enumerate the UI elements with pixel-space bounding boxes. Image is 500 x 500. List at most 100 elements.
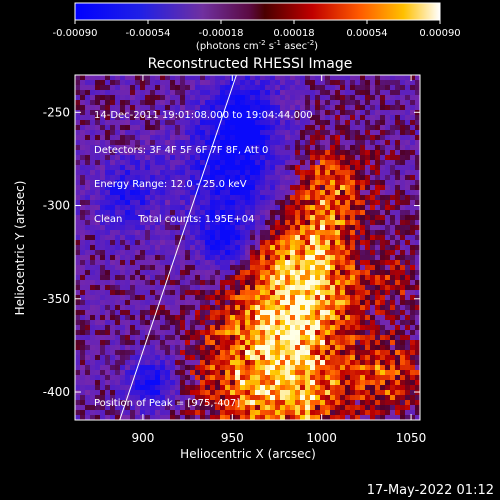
heatmap-cell: [130, 310, 135, 315]
heatmap-cell: [275, 90, 280, 95]
heatmap-cell: [385, 125, 390, 130]
heatmap-cell: [365, 265, 370, 270]
heatmap-cell: [220, 245, 225, 250]
heatmap-cell: [125, 255, 130, 260]
heatmap-cell: [310, 415, 315, 420]
heatmap-cell: [140, 80, 145, 85]
heatmap-cell: [290, 410, 295, 415]
heatmap-cell: [175, 245, 180, 250]
heatmap-cell: [360, 415, 365, 420]
heatmap-cell: [100, 115, 105, 120]
heatmap-cell: [290, 365, 295, 370]
heatmap-cell: [405, 295, 410, 300]
heatmap-cell: [290, 135, 295, 140]
heatmap-cell: [320, 250, 325, 255]
heatmap-cell: [310, 165, 315, 170]
heatmap-cell: [265, 210, 270, 215]
heatmap-cell: [130, 250, 135, 255]
heatmap-cell: [280, 270, 285, 275]
heatmap-cell: [210, 290, 215, 295]
heatmap-cell: [140, 275, 145, 280]
heatmap-cell: [90, 345, 95, 350]
heatmap-cell: [345, 200, 350, 205]
heatmap-cell: [370, 150, 375, 155]
heatmap-cell: [360, 120, 365, 125]
heatmap-cell: [145, 285, 150, 290]
heatmap-cell: [415, 315, 420, 320]
heatmap-cell: [390, 255, 395, 260]
heatmap-cell: [75, 335, 80, 340]
heatmap-cell: [90, 350, 95, 355]
heatmap-cell: [295, 175, 300, 180]
heatmap-cell: [290, 115, 295, 120]
heatmap-cell: [210, 300, 215, 305]
heatmap-cell: [365, 320, 370, 325]
heatmap-cell: [240, 225, 245, 230]
heatmap-cell: [330, 160, 335, 165]
heatmap-cell: [415, 405, 420, 410]
heatmap-cell: [260, 390, 265, 395]
heatmap-cell: [175, 370, 180, 375]
heatmap-cell: [125, 380, 130, 385]
heatmap-cell: [165, 345, 170, 350]
heatmap-cell: [120, 215, 125, 220]
heatmap-cell: [340, 260, 345, 265]
heatmap-cell: [180, 310, 185, 315]
heatmap-cell: [145, 200, 150, 205]
heatmap-cell: [195, 200, 200, 205]
heatmap-cell: [250, 385, 255, 390]
heatmap-cell: [120, 280, 125, 285]
heatmap-cell: [215, 140, 220, 145]
heatmap-cell: [215, 200, 220, 205]
heatmap-cell: [170, 205, 175, 210]
heatmap-cell: [250, 310, 255, 315]
heatmap-cell: [225, 210, 230, 215]
heatmap-cell: [285, 110, 290, 115]
heatmap-cell: [290, 145, 295, 150]
heatmap-cell: [140, 410, 145, 415]
heatmap-cell: [170, 270, 175, 275]
heatmap-cell: [415, 355, 420, 360]
heatmap-cell: [385, 285, 390, 290]
heatmap-cell: [365, 375, 370, 380]
heatmap-cell: [310, 400, 315, 405]
heatmap-cell: [280, 240, 285, 245]
heatmap-cell: [385, 390, 390, 395]
heatmap-cell: [265, 145, 270, 150]
heatmap-cell: [115, 405, 120, 410]
heatmap-cell: [410, 125, 415, 130]
heatmap-cell: [80, 325, 85, 330]
heatmap-cell: [145, 115, 150, 120]
heatmap-cell: [370, 245, 375, 250]
heatmap-cell: [330, 325, 335, 330]
heatmap-cell: [355, 80, 360, 85]
heatmap-cell: [210, 245, 215, 250]
heatmap-cell: [285, 155, 290, 160]
heatmap-cell: [160, 340, 165, 345]
heatmap-cell: [280, 165, 285, 170]
heatmap-cell: [105, 360, 110, 365]
heatmap-cell: [150, 335, 155, 340]
heatmap-cell: [365, 190, 370, 195]
heatmap-cell: [170, 235, 175, 240]
heatmap-cell: [370, 375, 375, 380]
heatmap-cell: [340, 200, 345, 205]
heatmap-cell: [275, 395, 280, 400]
heatmap-cell: [370, 350, 375, 355]
heatmap-cell: [195, 280, 200, 285]
heatmap-cell: [390, 85, 395, 90]
heatmap-cell: [320, 260, 325, 265]
heatmap-cell: [395, 225, 400, 230]
heatmap-cell: [165, 200, 170, 205]
heatmap-cell: [145, 185, 150, 190]
heatmap-cell: [205, 160, 210, 165]
heatmap-cell: [300, 320, 305, 325]
heatmap-cell: [80, 290, 85, 295]
heatmap-cell: [130, 355, 135, 360]
heatmap-cell: [310, 305, 315, 310]
heatmap-cell: [195, 170, 200, 175]
heatmap-cell: [185, 240, 190, 245]
heatmap-cell: [270, 415, 275, 420]
heatmap-cell: [235, 390, 240, 395]
heatmap-cell: [375, 380, 380, 385]
